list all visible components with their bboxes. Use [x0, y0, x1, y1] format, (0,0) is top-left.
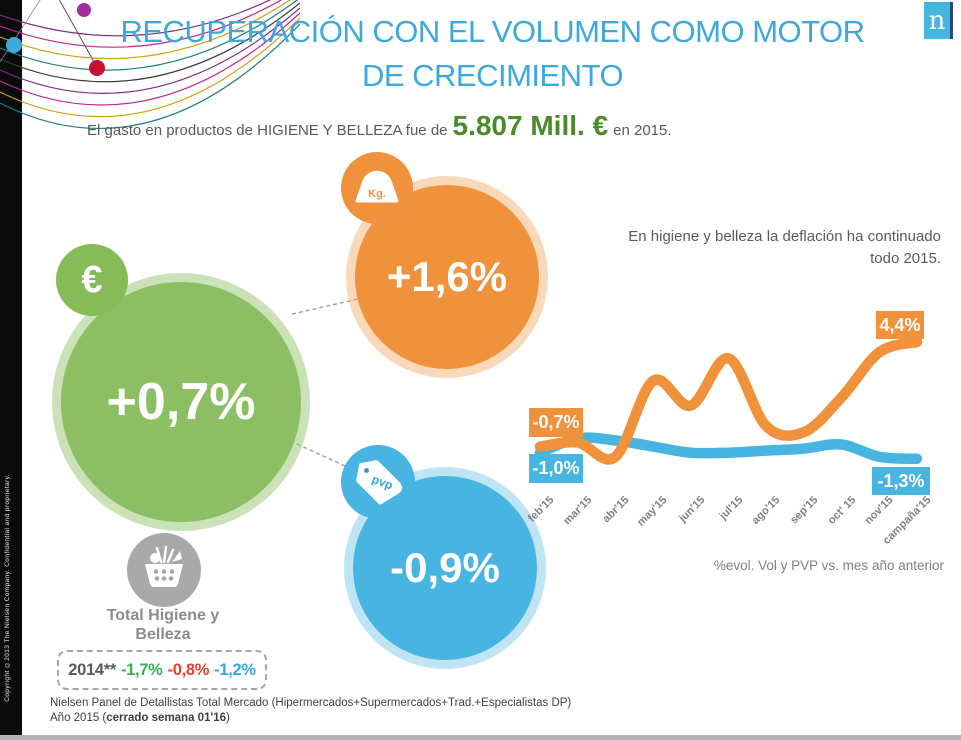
subtitle-prefix: El gasto en productos de HIGIENE Y BELLE…	[87, 122, 448, 139]
x-axis-label: jul'15	[716, 494, 745, 523]
euro-icon: €	[56, 244, 128, 316]
volume-bubble-label: +1,6%	[386, 253, 508, 300]
subtitle: El gasto en productos de HIGIENE Y BELLE…	[87, 110, 672, 142]
kg-icon-text: Kg.	[368, 188, 386, 200]
value-bubble-label: +0,7%	[106, 373, 256, 431]
callout-vol-start: -0,7%	[529, 408, 583, 437]
previous-year-value-red: -0,8%	[167, 660, 210, 679]
x-axis-label: abr'15	[600, 494, 632, 526]
subtitle-highlight: 5.807 Mill. €	[452, 110, 609, 141]
previous-year-value-blue: -1,2%	[214, 660, 256, 679]
bottom-bar	[0, 735, 961, 740]
footnote-line2-suffix: )	[226, 712, 230, 724]
price-bubble-label: -0,9%	[390, 544, 500, 591]
total-label-line2: Belleza	[135, 626, 191, 643]
footnote: Nielsen Panel de Detallistas Total Merca…	[50, 696, 571, 726]
footnote-line1: Nielsen Panel de Detallistas Total Merca…	[50, 697, 572, 709]
x-axis-label: nov'15	[862, 494, 896, 527]
title-line-1: RECUPERACIÓN CON EL VOLUMEN COMO MOTOR	[120, 14, 865, 49]
x-axis-label: oct' 15	[825, 494, 859, 527]
series-line-pvp	[534, 432, 923, 465]
kg-weight-icon: Kg.	[341, 152, 413, 224]
pvp-icon-text: pvp	[370, 472, 395, 492]
series-line-vol	[534, 336, 923, 465]
x-axis-label: may'15	[635, 494, 670, 529]
decorative-curves	[0, 0, 300, 129]
callout-pvp-start: -1,0%	[529, 454, 583, 483]
blue-dot	[6, 37, 22, 53]
total-label-line1: Total Higiene y	[106, 607, 220, 624]
magenta-dot	[77, 3, 91, 17]
x-axis-label: campaña'15	[880, 494, 934, 547]
footnote-line2-bold: cerrado semana 01'16	[106, 712, 226, 724]
copyright-text: Copyright ©2013 The Nielsen Company. Con…	[4, 474, 11, 702]
previous-year-value-green: -1,7%	[120, 660, 163, 679]
subtitle-suffix: en 2015.	[613, 122, 672, 139]
footnote-line2: Año 2015 (cerrado semana 01'16)	[50, 711, 571, 726]
page-title: RECUPERACIÓN CON EL VOLUMEN COMO MOTOR D…	[30, 10, 955, 98]
callout-pvp-end: -1,3%	[872, 467, 930, 495]
title-line-2: DE CRECIMIENTO	[361, 58, 624, 93]
left-edge-strip	[0, 0, 22, 735]
pvp-tag-icon: pvp	[341, 445, 415, 519]
insight-text: En higiene y belleza la deflación ha con…	[628, 228, 941, 267]
x-axis-label: sep'15	[787, 494, 821, 527]
value-bubble: +0,7%	[61, 282, 301, 522]
nielsen-logo: n	[924, 2, 953, 39]
previous-year-label: 2014**	[68, 660, 116, 679]
nielsen-logo-letter: n	[928, 5, 946, 36]
x-axis-label: ago'15	[749, 494, 783, 527]
footnote-line2-prefix: Año 2015 (	[50, 712, 107, 724]
chart-caption: %evol. Vol y PVP vs. mes año anterior	[713, 558, 944, 573]
callout-vol-end: 4,4%	[876, 311, 924, 339]
euro-glyph: €	[81, 258, 103, 301]
x-axis-label: jun'15	[676, 494, 708, 525]
red-dot	[89, 60, 105, 76]
shopping-basket-icon	[127, 533, 201, 607]
total-category-label: Total Higiene y Belleza	[63, 606, 263, 644]
previous-year-box: 2014** -1,7% -0,8% -1,2%	[57, 650, 267, 690]
